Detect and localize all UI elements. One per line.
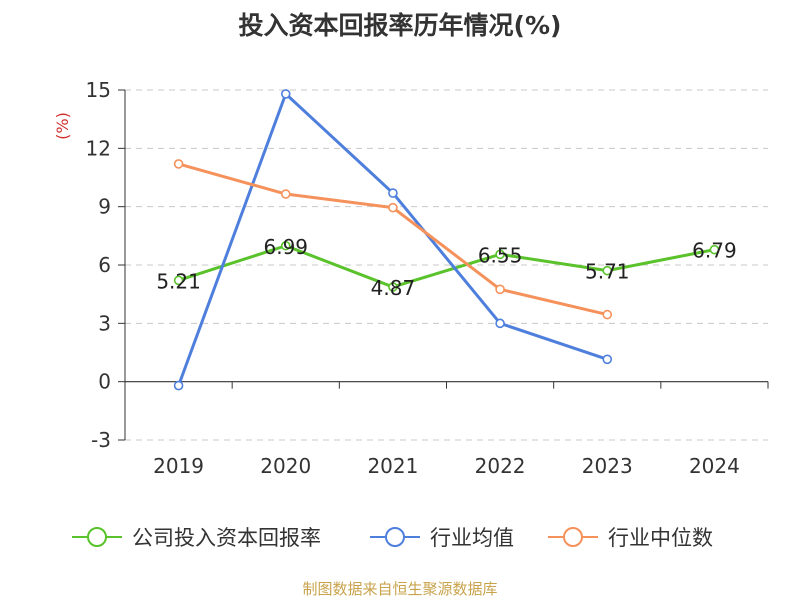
series-line-1 <box>177 92 608 387</box>
y-tick-label: 3 <box>98 311 111 335</box>
data-point <box>495 249 505 260</box>
legend-label: 行业均值 <box>430 526 514 550</box>
data-point <box>388 188 398 198</box>
data-point <box>173 275 184 286</box>
x-tick-label: 2021 <box>367 454 418 478</box>
y-axis-label: (%) <box>53 112 72 140</box>
data-point <box>602 265 613 276</box>
y-tick-label: 12 <box>86 136 111 160</box>
grid-lines <box>125 89 768 441</box>
x-tick-label: 2024 <box>689 454 740 478</box>
y-tick-label: -3 <box>91 428 111 452</box>
data-point <box>280 240 291 251</box>
data-point <box>280 189 291 199</box>
y-tick-label: 0 <box>98 370 111 394</box>
x-tick-label: 2020 <box>260 454 311 478</box>
data-label: 5.21 <box>156 269 201 293</box>
legend: 公司投入资本回报率 行业均值 行业中位数 <box>72 526 713 550</box>
data-label: 4.87 <box>371 276 416 300</box>
data-label: 6.99 <box>263 235 308 259</box>
data-point <box>173 380 184 391</box>
data-point <box>602 309 613 320</box>
source-note: 制图数据来自恒生聚源数据库 <box>302 580 498 598</box>
data-labels: 5.21 6.99 4.87 6.55 5.71 6.79 <box>156 235 736 300</box>
data-label: 6.55 <box>478 243 523 267</box>
data-label: 5.71 <box>585 260 630 284</box>
data-point <box>388 282 398 292</box>
legend-item-0: 公司投入资本回报率 <box>72 526 321 550</box>
data-point <box>602 354 613 365</box>
y-tick-label: 15 <box>86 78 111 102</box>
legend-item-2: 行业中位数 <box>548 526 713 550</box>
y-tick-label: 9 <box>98 195 111 219</box>
series-line-0 <box>178 244 715 289</box>
y-tick-label: 6 <box>98 253 111 277</box>
legend-label: 行业中位数 <box>608 526 713 550</box>
data-point <box>495 284 505 295</box>
x-tick-label: 2022 <box>475 454 526 478</box>
legend-item-1: 行业均值 <box>370 526 514 550</box>
data-point <box>709 244 720 255</box>
data-point <box>495 318 505 329</box>
legend-marker <box>385 527 405 547</box>
legend-label: 公司投入资本回报率 <box>132 526 321 550</box>
x-tick-label: 2023 <box>582 454 633 478</box>
data-point <box>280 89 291 99</box>
legend-marker <box>563 527 583 547</box>
data-point <box>173 159 184 169</box>
series-lines <box>173 89 720 391</box>
data-point <box>388 202 398 213</box>
chart-title: 投入资本回报率历年情况(%) <box>238 11 562 40</box>
legend-marker <box>87 527 107 547</box>
x-tick-label: 2019 <box>153 454 204 478</box>
data-label: 6.79 <box>692 239 737 263</box>
axes: -3 0 3 6 9 12 15 2019 2020 2021 2022 2023 2024 (%) <box>53 78 769 478</box>
